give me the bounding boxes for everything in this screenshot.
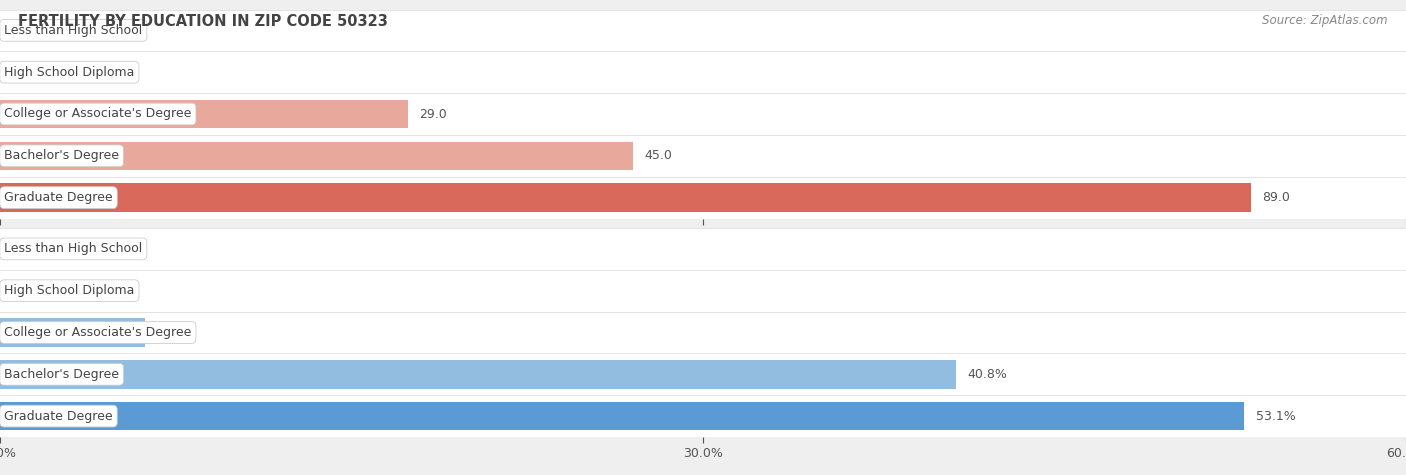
Bar [0,402,1244,430]
Text: FERTILITY BY EDUCATION IN ZIP CODE 50323: FERTILITY BY EDUCATION IN ZIP CODE 50323 [18,14,388,29]
Text: 0.0: 0.0 [25,24,45,37]
Bar [0,51,1406,93]
Bar [0,353,1406,395]
Text: College or Associate's Degree: College or Associate's Degree [4,107,191,121]
Text: 0.0: 0.0 [25,66,45,79]
Text: Bachelor's Degree: Bachelor's Degree [4,368,120,381]
Text: Less than High School: Less than High School [4,24,142,37]
Text: 45.0: 45.0 [644,149,672,162]
Text: 29.0: 29.0 [419,107,447,121]
Bar [0,183,1251,212]
Bar [0,228,1406,270]
Bar [0,135,1406,177]
Bar [0,395,1406,437]
Text: 40.8%: 40.8% [967,368,1007,381]
Text: High School Diploma: High School Diploma [4,66,135,79]
Text: 0.0%: 0.0% [25,242,58,256]
Text: Less than High School: Less than High School [4,242,142,256]
Bar [0,360,956,389]
Bar [0,93,1406,135]
Bar [0,142,633,170]
Text: 89.0: 89.0 [1263,191,1291,204]
Text: High School Diploma: High School Diploma [4,284,135,297]
Text: 53.1%: 53.1% [1256,409,1295,423]
Bar [0,312,1406,353]
Text: College or Associate's Degree: College or Associate's Degree [4,326,191,339]
Text: Source: ZipAtlas.com: Source: ZipAtlas.com [1263,14,1388,27]
Bar [0,177,1406,218]
Bar [0,10,1406,51]
Text: Graduate Degree: Graduate Degree [4,409,112,423]
Text: 6.2%: 6.2% [156,326,188,339]
Text: Graduate Degree: Graduate Degree [4,191,112,204]
Text: Bachelor's Degree: Bachelor's Degree [4,149,120,162]
Bar [0,100,408,128]
Bar [0,270,1406,312]
Bar [0,318,145,347]
Text: 0.0%: 0.0% [25,284,58,297]
